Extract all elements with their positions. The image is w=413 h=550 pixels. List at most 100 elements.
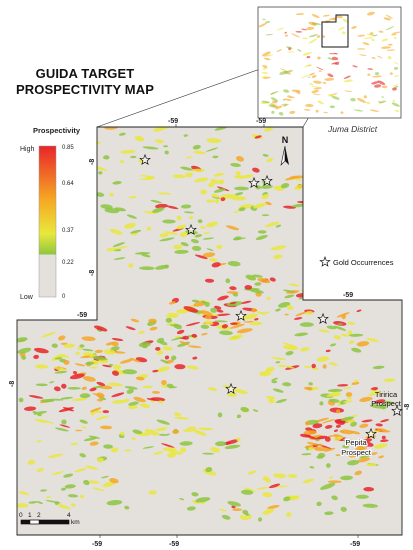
prospectivity-patch [299,322,314,327]
prospectivity-patch [326,463,331,468]
prospectivity-patch [214,198,220,204]
legend-value: 0.85 [62,145,74,151]
prospectivity-patch [192,500,200,504]
inset-prospectivity-patch [351,25,357,30]
gold-occurrence-markers [139,153,403,439]
gold-occurrence-star-icon [235,309,247,321]
prospectivity-patch [36,439,42,443]
prospectivity-patch [142,146,159,150]
prospectivity-patch [60,342,68,345]
inset-prospectivity-patch [311,13,320,19]
prospectivity-patch [306,442,319,446]
prospectivity-patch [53,386,61,392]
prospectivity-patch [354,470,362,476]
prospectivity-patch [331,495,338,501]
map-frame [16,126,403,536]
prospectivity-patch [24,406,37,411]
prospectivity-patch [288,283,300,287]
prospectivity-patch [243,487,256,492]
prospectivity-patch [369,404,385,409]
prospectivity-patch [190,336,198,339]
legend-title: Prospectivity [33,126,81,135]
prospectivity-patch [74,363,86,367]
prospectivity-patch [368,452,378,456]
prospectivity-patch [120,159,125,164]
prospectivity-patch [206,221,218,228]
inset-prospectivity-patch [394,36,397,40]
prospectivity-patch [305,435,318,440]
prospectivity-patch [286,512,292,518]
prospectivity-patch [254,135,262,139]
prospectivity-patch [139,266,155,271]
prospectivity-patch [219,330,233,336]
prospectivity-patch [162,219,176,224]
grid-label-top: -59 [256,118,266,125]
prospectivity-patch [233,388,248,395]
inset-prospectivity-patch [311,89,319,94]
prospectivity-patch [210,447,221,453]
prospectivity-patch [241,174,254,179]
prospectivity-patch [159,433,167,436]
prospectivity-patch [111,400,125,404]
inset-prospectivity-patch [357,97,366,103]
prospectivity-patch [197,219,203,224]
prospectivity-patch [88,480,100,484]
prospectivity-patch [81,336,96,342]
prospectivity-patch [89,441,99,446]
prospectivity-patch [152,207,165,213]
prospectivity-patch [111,392,125,398]
prospectivity-patch [159,127,172,130]
prospectivity-patch [361,419,373,423]
inset-prospectivity-patch [261,51,271,57]
star-outline-icon [319,255,331,267]
prospectivity-patch [77,346,83,350]
map-body [16,126,403,536]
prospectivity-patch [90,407,102,413]
prospectivity-patch [155,346,161,351]
prospectivity-patch [221,324,228,329]
prospectivity-patch [335,454,341,457]
prospectivity-patch [157,192,172,195]
scale-tick: 2 [37,512,41,519]
prospectivity-patch [174,364,186,370]
prospectivity-patch [224,444,241,449]
prospectivity-patch [321,419,335,424]
prospectivity-patch [318,329,330,333]
prospectivity-patch [152,390,160,394]
prospectivity-patch [284,294,295,299]
prospectivity-patch [335,419,345,425]
prospectivity-patch [271,356,286,361]
prospectivity-patch [121,398,130,403]
prospectivity-patch [179,231,189,238]
prospectivity-patch [204,320,214,325]
prospectivity-patch [183,134,188,137]
prospectivity-patch [160,359,169,364]
prospectivity-patch [17,347,32,354]
inset-prospectivity-patch [380,46,391,49]
prospectivity-patch [188,345,202,348]
prospectivity-patch [92,356,108,361]
prospectivity-patch [242,509,249,515]
prospectivity-patch [347,321,355,325]
inset-prospectivity-patch [308,38,318,44]
prospectivity-patch [216,309,224,313]
inset-prospectivity-patch [270,97,279,102]
prospectivity-patch [111,341,119,347]
prospectivity-patch [249,321,263,326]
prospectivity-patch [124,449,132,452]
inset-prospectivity-patch [296,90,301,95]
prospectivity-patch [262,476,270,482]
prospectivity-patch [155,427,168,432]
gold-occurrences-label: Gold Occurrences [333,258,394,267]
prospectivity-patch [254,282,262,286]
prospectivity-patch [337,384,349,387]
prospectivity-patch [271,380,278,384]
prospectivity-patch [36,501,43,505]
prospectivity-patch [161,443,175,448]
prospectivity-patch [304,445,313,448]
prospectivity-patch [240,489,254,495]
scale-tick: 0 [19,512,23,519]
prospectivity-patch [349,333,364,337]
prospectivity-patch [316,435,328,440]
prospectivity-patch [264,221,280,228]
